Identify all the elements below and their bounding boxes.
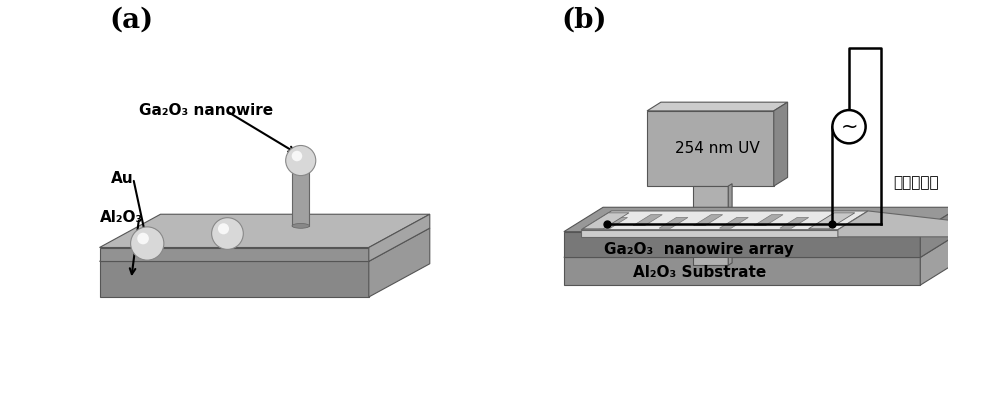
Text: 金叉指电极: 金叉指电极 xyxy=(894,175,939,190)
Polygon shape xyxy=(693,186,728,265)
Polygon shape xyxy=(292,160,309,226)
Polygon shape xyxy=(564,232,920,257)
Polygon shape xyxy=(599,217,628,228)
Ellipse shape xyxy=(286,158,316,166)
Polygon shape xyxy=(838,211,1000,237)
Text: Al₂O₃: Al₂O₃ xyxy=(100,210,143,225)
Polygon shape xyxy=(100,248,369,261)
Polygon shape xyxy=(581,211,868,230)
Polygon shape xyxy=(728,184,732,265)
Polygon shape xyxy=(564,257,920,285)
Text: ~: ~ xyxy=(840,117,858,137)
Circle shape xyxy=(292,151,302,161)
Polygon shape xyxy=(659,217,688,228)
Text: Ga₂O₃  nanowire array: Ga₂O₃ nanowire array xyxy=(604,242,794,257)
Ellipse shape xyxy=(131,241,164,249)
Polygon shape xyxy=(814,215,843,226)
Polygon shape xyxy=(647,111,774,186)
Polygon shape xyxy=(100,214,430,248)
Text: (a): (a) xyxy=(109,6,153,33)
Circle shape xyxy=(832,110,866,143)
Polygon shape xyxy=(780,217,809,228)
Ellipse shape xyxy=(292,158,309,163)
Ellipse shape xyxy=(292,223,309,228)
Polygon shape xyxy=(583,213,629,229)
Circle shape xyxy=(212,218,243,249)
Polygon shape xyxy=(809,213,855,229)
Text: Au: Au xyxy=(111,171,134,186)
Polygon shape xyxy=(581,230,838,237)
Polygon shape xyxy=(694,215,723,226)
Text: Ga₂O₃ nanowire: Ga₂O₃ nanowire xyxy=(139,103,273,118)
Polygon shape xyxy=(369,228,430,297)
Polygon shape xyxy=(633,215,662,226)
Circle shape xyxy=(286,145,316,175)
Text: (b): (b) xyxy=(561,6,606,33)
Circle shape xyxy=(137,233,149,244)
Polygon shape xyxy=(774,102,788,186)
Polygon shape xyxy=(720,217,748,228)
Polygon shape xyxy=(920,207,959,257)
Polygon shape xyxy=(369,214,430,261)
Ellipse shape xyxy=(212,231,243,239)
Polygon shape xyxy=(647,102,788,111)
Polygon shape xyxy=(564,207,959,232)
Circle shape xyxy=(218,223,229,234)
Polygon shape xyxy=(564,233,959,257)
Text: Al₂O₃ Substrate: Al₂O₃ Substrate xyxy=(633,265,766,280)
Polygon shape xyxy=(920,233,959,285)
Text: 254 nm UV: 254 nm UV xyxy=(675,141,760,156)
Polygon shape xyxy=(754,215,783,226)
Polygon shape xyxy=(100,261,369,297)
Circle shape xyxy=(131,227,164,260)
Polygon shape xyxy=(100,228,430,261)
